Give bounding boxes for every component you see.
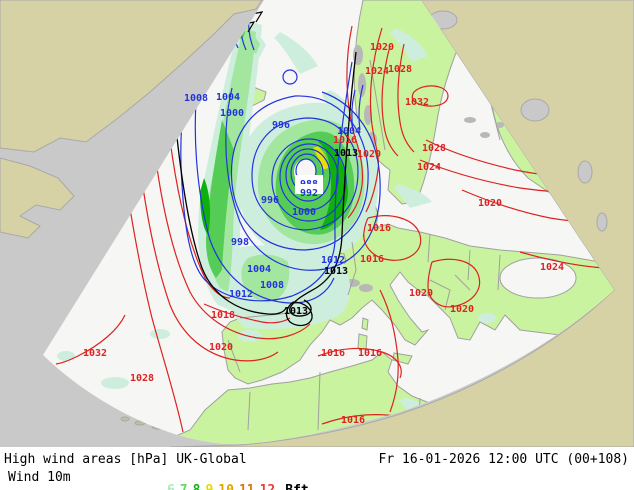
canada-landmass: [0, 157, 75, 239]
isobar-label: 1020: [357, 149, 381, 160]
isobar-label: 1032: [83, 348, 107, 359]
isobar-label: 1016: [358, 348, 382, 359]
wind-scale-value: 7: [180, 483, 188, 490]
isobar-label: 996: [272, 120, 290, 131]
isobar-label: 1020: [478, 198, 502, 209]
isobar-label: 1016: [360, 254, 384, 265]
weather-map: 1008100410009961004996988992100099810041…: [0, 0, 634, 447]
isobar-label: 1028: [130, 373, 154, 384]
wind-scale-value: 6: [167, 483, 175, 490]
isobar-label: 1024: [417, 162, 441, 173]
east-landmass: [169, 0, 634, 447]
isobar-contours-low: [180, 9, 381, 304]
greenland-landmass: [0, 0, 263, 153]
isobar-label: 1004: [337, 126, 361, 137]
isobar-label: 1012: [321, 255, 345, 266]
chart-title: High wind areas [hPa]: [4, 452, 169, 467]
wind-scale-value: 11: [239, 483, 255, 490]
isobar-label: 1000: [220, 108, 244, 119]
isobar-label: 1013: [324, 266, 348, 277]
isobar-label: 1004: [216, 92, 240, 103]
wind-scale-values: 6789 10 11 12: [167, 483, 280, 490]
wind-scale-value: 8: [193, 483, 201, 490]
isobar-label: 992: [300, 188, 318, 199]
isobar-label: 1008: [260, 280, 284, 291]
isobar-label: 1012: [229, 289, 253, 300]
isobar-label: 1016: [333, 135, 357, 146]
isobar-label: 996: [261, 195, 279, 206]
isobar-label: 1004: [247, 264, 271, 275]
isobar-label: 1024: [365, 66, 389, 77]
isobar-label: 1020: [209, 342, 233, 353]
wind-scale-value: 9: [205, 483, 213, 490]
isobar-label: 1028: [388, 64, 412, 75]
black-sea: [499, 257, 577, 299]
footer-title-row: High wind areas [hPa] UK-Global: [4, 453, 247, 466]
isobar-label: 1020: [409, 288, 433, 299]
isobar-label: 1020: [370, 42, 394, 53]
legend-unit: Bft: [285, 483, 308, 490]
wind-scale-value: 12: [260, 483, 276, 490]
isobar-label: 1000: [292, 207, 316, 218]
isobar-label: 1016: [367, 223, 391, 234]
isobar-label-bg: [295, 175, 323, 185]
isobar-label: 1028: [422, 143, 446, 154]
isobar-label: 1032: [405, 97, 429, 108]
wind-scale-legend: 6789 10 11 12 Bft: [120, 471, 314, 490]
valid-datetime: Fr 16-01-2026 12:00 UTC (00+108): [378, 452, 629, 467]
legend-label: Wind 10m: [8, 470, 71, 485]
isobar-label: 1016: [321, 348, 345, 359]
isobar-contour-1013: [175, 51, 357, 327]
isobar-label: 1013: [284, 306, 308, 317]
land-outside: [0, 0, 634, 447]
isobar-label-bg: [295, 184, 323, 194]
footer: High wind areas [hPa] UK-Global Fr 16-01…: [0, 447, 634, 490]
isobar-label: 998: [231, 237, 249, 248]
isobar-label: 1008: [184, 93, 208, 104]
isobar-label: 1024: [540, 262, 564, 273]
isobar-labels: 1008100410009961004996988992100099810041…: [83, 42, 564, 426]
isobar-label: 1013: [334, 148, 358, 159]
wind-scale-value: 10: [218, 483, 234, 490]
isobar-label: 1018: [211, 310, 235, 321]
isobar-label: 1016: [341, 415, 365, 426]
model-name: UK-Global: [176, 452, 247, 467]
isobar-label: 1020: [450, 304, 474, 315]
